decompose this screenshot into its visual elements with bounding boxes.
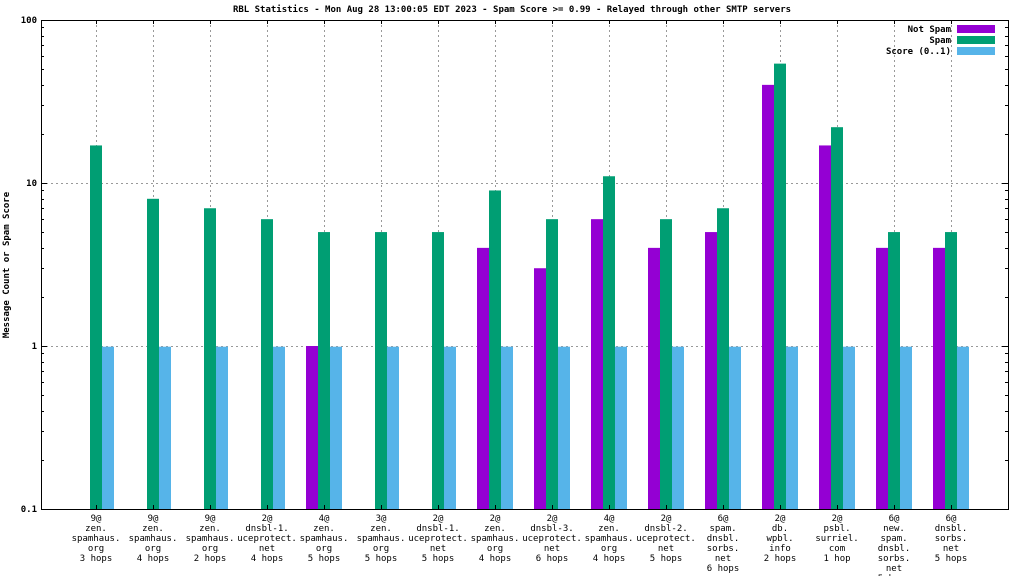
bar-spam xyxy=(375,232,387,510)
y-tick-label: 1 xyxy=(32,342,37,352)
x-tick-label: 2@ dnsbl-2. uceprotect. net 5 hops xyxy=(636,514,696,564)
bar-score xyxy=(444,346,456,509)
x-tick-label: 2@ db. wpbl. info 2 hops xyxy=(764,514,797,564)
bar-score xyxy=(786,346,798,509)
bar-not-spam xyxy=(819,145,831,509)
bar-not-spam xyxy=(591,219,603,509)
bar-spam xyxy=(717,208,729,509)
bar-score xyxy=(273,346,285,509)
x-tick-label: 2@ zen. spamhaus. org 4 hops xyxy=(471,514,520,564)
bar-spam xyxy=(546,219,558,509)
legend-label: Score (0..1) xyxy=(886,47,951,57)
y-tick-label: 10 xyxy=(26,179,37,189)
bar-score xyxy=(159,346,171,509)
bar-not-spam xyxy=(705,232,717,510)
bar-score xyxy=(387,346,399,509)
bar-score xyxy=(330,346,342,509)
bar-spam xyxy=(204,208,216,509)
bar-not-spam xyxy=(762,84,774,509)
bar-score xyxy=(615,346,627,509)
bar-score xyxy=(729,346,741,509)
legend-swatch xyxy=(957,25,995,33)
bar-not-spam xyxy=(876,247,888,509)
legend-label: Not Spam xyxy=(908,25,952,35)
bar-spam xyxy=(432,232,444,510)
bar-spam xyxy=(318,232,330,510)
bar-spam xyxy=(489,190,501,509)
plot-border xyxy=(41,20,1009,510)
legend-swatch xyxy=(957,36,995,44)
bar-spam xyxy=(888,232,900,510)
bar-spam xyxy=(603,176,615,509)
bar-score xyxy=(900,346,912,509)
bar-spam xyxy=(660,219,672,509)
bar-score xyxy=(672,346,684,509)
bar-score xyxy=(843,346,855,509)
bar-spam xyxy=(945,232,957,510)
chart-title: RBL Statistics - Mon Aug 28 13:00:05 EDT… xyxy=(232,5,792,15)
x-tick-label: 9@ zen. spamhaus. org 2 hops xyxy=(186,514,235,564)
bar-spam xyxy=(147,198,159,509)
x-tick-label: 2@ psbl. surriel. com 1 hop xyxy=(815,514,858,564)
bar-score xyxy=(501,346,513,509)
bar-spam xyxy=(831,127,843,509)
y-tick-label: 0.1 xyxy=(21,505,37,515)
bar-score xyxy=(558,346,570,509)
x-tick-label: 2@ dnsbl-3. uceprotect. net 6 hops xyxy=(522,514,582,564)
x-tick-label: 6@ dnsbl. sorbs. net 5 hops xyxy=(935,514,968,564)
x-tick-label: 6@ spam. dnsbl. sorbs. net 6 hops xyxy=(707,514,740,574)
bar-not-spam xyxy=(933,247,945,509)
x-tick-label: 4@ zen. spamhaus. org 5 hops xyxy=(300,514,349,564)
x-tick-label: 2@ dnsbl-1. uceprotect. net 5 hops xyxy=(408,514,468,564)
x-tick-label: 9@ zen. spamhaus. org 3 hops xyxy=(72,514,121,564)
x-tick-label: 3@ zen. spamhaus. org 5 hops xyxy=(357,514,406,564)
bar-spam xyxy=(774,63,786,510)
bar-not-spam xyxy=(477,247,489,509)
bar-spam xyxy=(90,145,102,509)
legend-swatch xyxy=(957,47,995,55)
bar-score xyxy=(957,346,969,509)
bar-not-spam xyxy=(648,247,660,509)
bar-not-spam xyxy=(306,346,318,509)
bar-score xyxy=(216,346,228,509)
x-tick-label: 4@ zen. spamhaus. org 4 hops xyxy=(585,514,634,564)
x-tick-label: 2@ dnsbl-1. uceprotect. net 4 hops xyxy=(237,514,297,564)
bar-score xyxy=(102,346,114,509)
bar-not-spam xyxy=(534,268,546,509)
x-tick-label: 9@ zen. spamhaus. org 4 hops xyxy=(129,514,178,564)
bar-spam xyxy=(261,219,273,509)
y-tick-label: 100 xyxy=(21,16,37,26)
legend-label: Spam xyxy=(929,36,951,46)
